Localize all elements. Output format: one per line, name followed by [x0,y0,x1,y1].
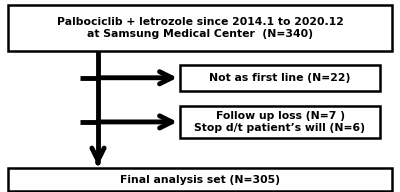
Text: Palbociclib + letrozole since 2014.1 to 2020.12
at Samsung Medical Center  (N=34: Palbociclib + letrozole since 2014.1 to … [56,17,344,39]
Text: Follow up loss (N=7 )
Stop d/t patient’s will (N=6): Follow up loss (N=7 ) Stop d/t patient’s… [194,111,366,133]
FancyBboxPatch shape [180,65,380,91]
FancyBboxPatch shape [8,169,392,190]
Text: Final analysis set (N=305): Final analysis set (N=305) [120,175,280,185]
FancyBboxPatch shape [180,106,380,138]
FancyBboxPatch shape [8,5,392,51]
Text: Not as first line (N=22): Not as first line (N=22) [209,73,351,83]
